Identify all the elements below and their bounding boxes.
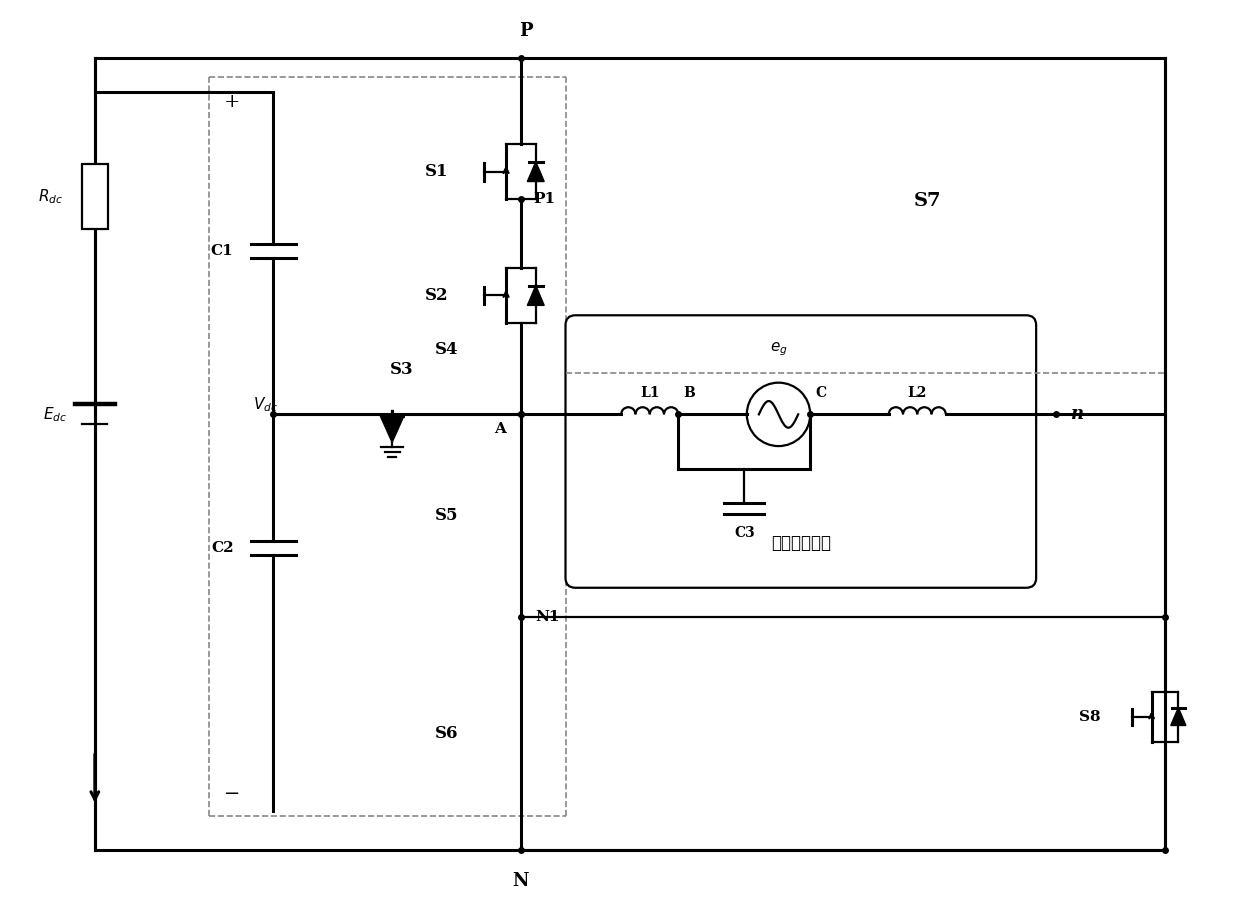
Text: $V_{dc}$: $V_{dc}$ bbox=[253, 395, 278, 414]
Text: N: N bbox=[512, 872, 529, 890]
Bar bbox=[82, 165, 108, 228]
Text: $e_g$: $e_g$ bbox=[770, 340, 787, 358]
Text: P1: P1 bbox=[533, 193, 556, 206]
Polygon shape bbox=[1171, 708, 1185, 725]
Text: P: P bbox=[520, 22, 533, 40]
FancyBboxPatch shape bbox=[565, 315, 1037, 588]
Text: $E_{dc}$: $E_{dc}$ bbox=[43, 405, 67, 424]
Text: C3: C3 bbox=[734, 526, 755, 540]
Text: L2: L2 bbox=[908, 385, 928, 400]
Text: S7: S7 bbox=[914, 193, 941, 210]
Text: A: A bbox=[495, 423, 506, 436]
Text: L1: L1 bbox=[640, 385, 660, 400]
Text: S6: S6 bbox=[435, 725, 459, 743]
Polygon shape bbox=[381, 416, 404, 443]
Polygon shape bbox=[527, 162, 544, 182]
Text: S4: S4 bbox=[435, 342, 459, 358]
Text: B: B bbox=[683, 385, 694, 400]
Text: N1: N1 bbox=[536, 611, 560, 624]
Text: S3: S3 bbox=[391, 361, 414, 378]
Text: C1: C1 bbox=[211, 244, 233, 258]
Text: C: C bbox=[815, 385, 826, 400]
Text: $R_{dc}$: $R_{dc}$ bbox=[37, 187, 63, 205]
Text: −: − bbox=[223, 784, 241, 803]
Text: C2: C2 bbox=[211, 541, 233, 555]
Text: S1: S1 bbox=[425, 163, 449, 180]
Text: S2: S2 bbox=[425, 287, 449, 304]
Text: S5: S5 bbox=[435, 507, 459, 524]
Text: 滤波器和电网: 滤波器和电网 bbox=[771, 534, 831, 552]
Polygon shape bbox=[527, 285, 544, 305]
Text: S8: S8 bbox=[1079, 710, 1101, 724]
Text: +: + bbox=[223, 94, 241, 111]
Text: n: n bbox=[1071, 405, 1084, 424]
